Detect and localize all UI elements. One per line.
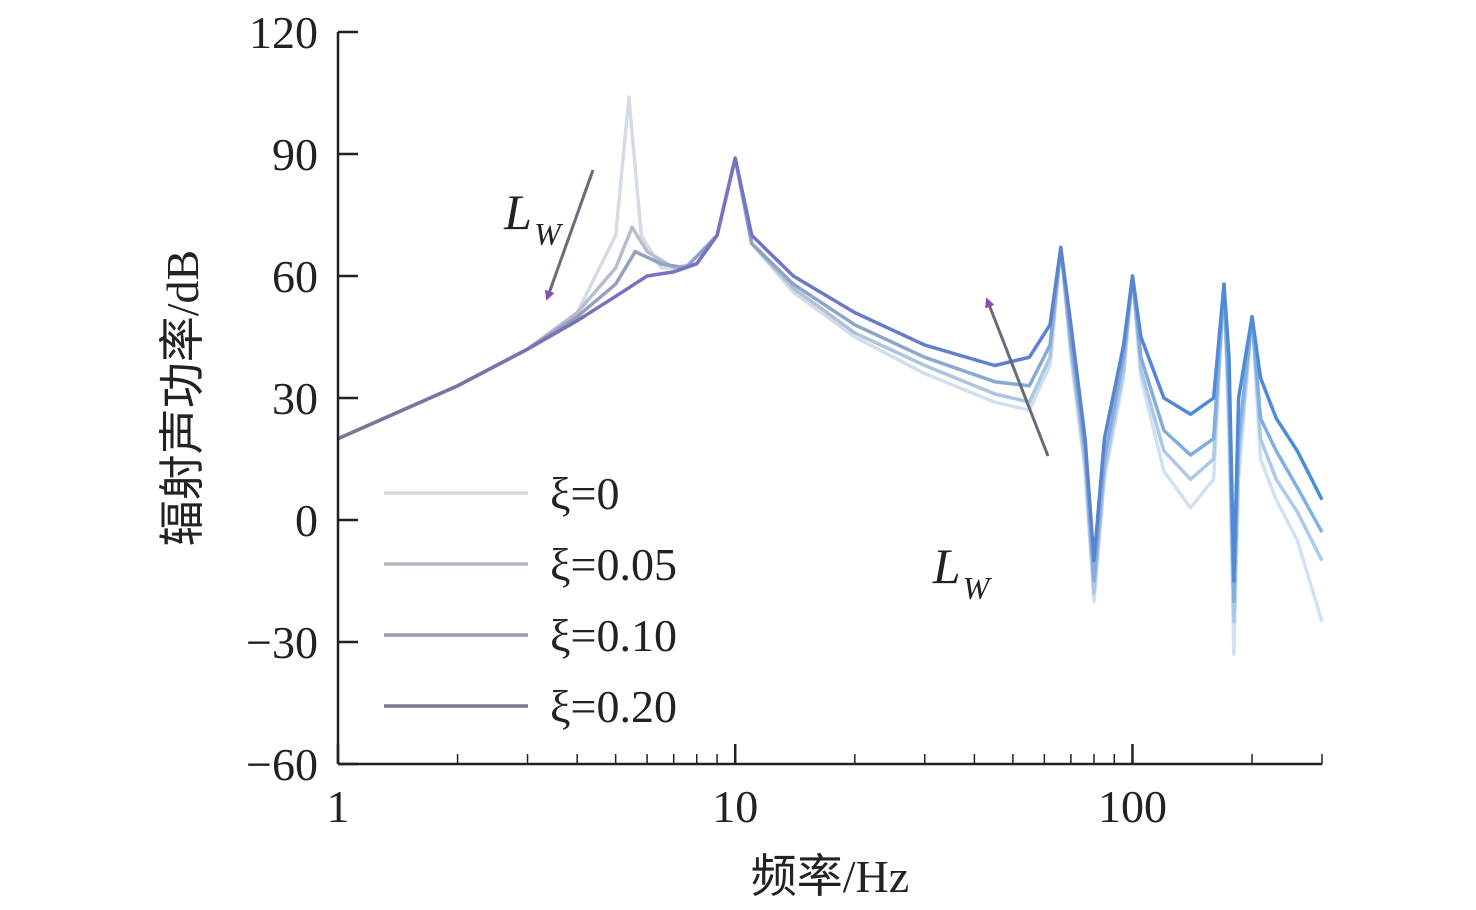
series-line-1 bbox=[337, 156, 1324, 624]
x-tick-label: 10 bbox=[712, 781, 758, 832]
y-tick-label: 90 bbox=[272, 129, 318, 180]
annotation-sub-text: W bbox=[534, 216, 564, 252]
series-layer bbox=[337, 95, 1324, 656]
annotation-arrow bbox=[544, 169, 595, 301]
annotation-main-text: L bbox=[503, 184, 532, 240]
legend-label: ξ=0.05 bbox=[550, 539, 677, 590]
y-tick-label: 60 bbox=[272, 251, 318, 302]
legend-label: ξ=0 bbox=[550, 468, 619, 519]
annotation-arrow bbox=[985, 297, 1050, 457]
annotation-main-text: L bbox=[932, 538, 961, 594]
y-tick-label: −60 bbox=[246, 739, 318, 790]
x-axis-title: 频率/Hz bbox=[751, 851, 909, 902]
y-tick-label: 0 bbox=[295, 495, 318, 546]
x-tick-label: 1 bbox=[327, 781, 350, 832]
y-axis-title: 辐射声功率/dB bbox=[157, 250, 208, 546]
legend: ξ=0 ξ=0.05 ξ=0.10 ξ=0.20 bbox=[384, 468, 677, 732]
y-tick-label: 120 bbox=[249, 7, 318, 58]
legend-label: ξ=0.10 bbox=[550, 610, 677, 661]
y-tick-label: 30 bbox=[272, 373, 318, 424]
annotations: L WL W bbox=[503, 169, 1050, 606]
annotation-sub-text: W bbox=[963, 570, 993, 606]
series-line-0 bbox=[337, 95, 1324, 656]
y-tick-label: −30 bbox=[246, 617, 318, 668]
legend-label: ξ=0.20 bbox=[550, 681, 677, 732]
x-tick-label: 100 bbox=[1098, 781, 1167, 832]
series-line-3 bbox=[337, 156, 1324, 583]
series-line-2 bbox=[337, 156, 1324, 604]
